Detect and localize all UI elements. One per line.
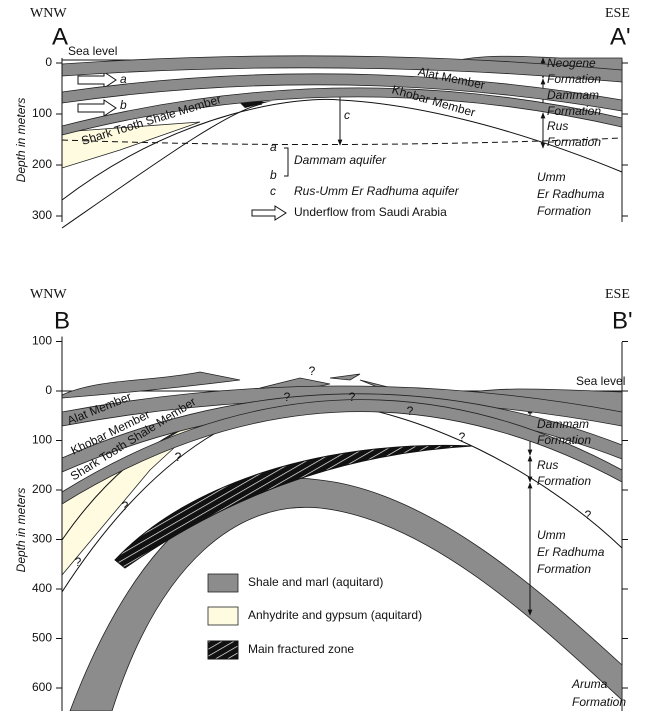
label: Formation [537,204,591,218]
question-mark: ? [122,499,129,513]
y-tick-label: 100 [32,433,52,447]
legend-bracket [284,148,288,176]
label: A' [610,23,631,50]
label: Er Radhuma [537,545,605,559]
legend-label: Underflow from Saudi Arabia [294,205,447,219]
underflow-arrow [78,100,116,116]
label: Formation [547,104,601,118]
label: A [52,23,68,50]
question-mark: ? [349,390,356,404]
y-tick-label: 200 [32,157,52,171]
label: Depth in meters [14,488,28,573]
legend-arrow [252,206,286,220]
label: Aruma [571,677,608,691]
label: Formation [537,562,591,576]
question-mark: ? [175,450,182,464]
legend-label: Shale and marl (aquitard) [248,575,383,589]
label: Umm [537,528,566,542]
cross-sections: 0 100 200 300 100 0 100 200 300 400 500 600 WNW ESE A A… [0,0,647,711]
legend-swatch [208,641,238,659]
label: Formation [537,474,591,488]
label: b [120,98,127,112]
label: ESE [605,6,630,21]
label: Formation [572,695,626,709]
label: Depth in meters [14,98,28,183]
legend-swatch [208,607,238,625]
y-tick-label: 0 [45,55,52,69]
label: Dammam [537,417,589,431]
legend-swatch [208,574,238,592]
legend-label: Dammam aquifer [294,153,387,167]
label: Sea level [576,374,625,388]
label: c [344,108,350,122]
y-tick-label: 300 [32,532,52,546]
question-mark: ? [75,555,82,569]
label: WNW [30,287,67,302]
label: Formation [547,72,601,86]
y-tick-label: 500 [32,631,52,645]
legend-label: Rus-Umm Er Radhuma aquifer [294,184,460,198]
label: B' [612,307,633,334]
label: Rus [547,119,568,133]
question-mark: ? [407,404,414,418]
label: ESE [605,287,630,302]
label: Dammam [547,88,599,102]
legend-label: a [270,140,277,154]
label: Rus [537,458,558,472]
question-mark: ? [585,508,592,522]
y-tick-label: 100 [32,106,52,120]
label: Neogene [547,56,596,70]
y-tick-label: 200 [32,482,52,496]
label: a [120,72,127,86]
label: Formation [537,433,591,447]
legend-label: Main fractured zone [248,642,354,656]
y-tick-label: 300 [32,208,52,222]
y-tick-label: 600 [32,680,52,694]
label: Umm [537,170,566,184]
label: WNW [30,6,67,21]
legend-label: Anhydrite and gypsum (aquitard) [248,608,422,622]
label: Formation [547,135,601,149]
question-mark: ? [309,364,316,378]
question-mark: ? [459,430,466,444]
aruma-top-shale [70,478,622,711]
label: B [54,307,70,334]
label: Er Radhuma [537,187,605,201]
y-tick-label: 400 [32,581,52,595]
legend-label: c [270,184,276,198]
y-tick-label: 100 [32,334,52,348]
y-tick-label: 0 [45,383,52,397]
question-mark: ? [284,390,291,404]
label: Sea level [68,44,117,58]
legend-label: b [270,168,277,182]
